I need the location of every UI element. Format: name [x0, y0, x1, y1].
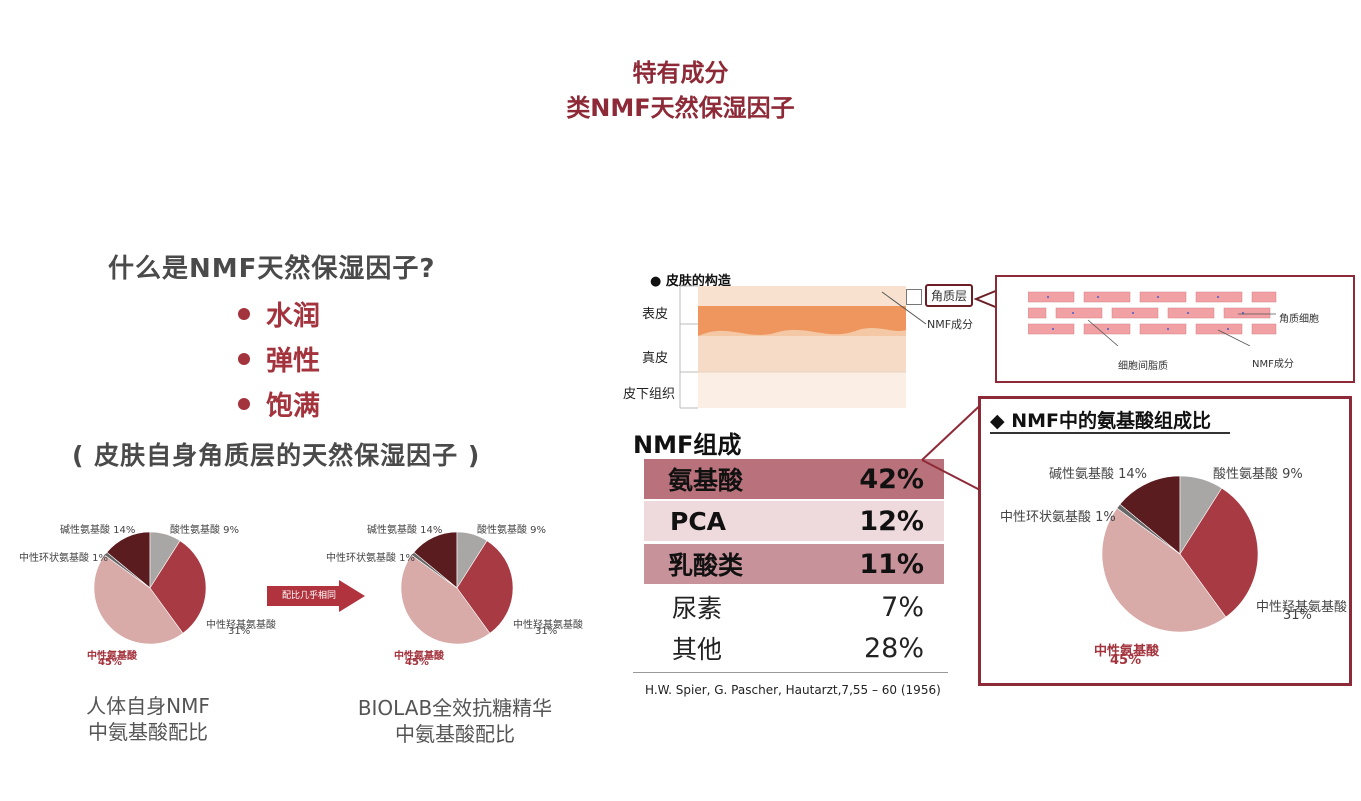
pie-label-hydroxy-pct: 31% [228, 626, 251, 637]
composition-row: 氨基酸 42% [644, 459, 944, 499]
caption-biolab: BIOLAB全效抗糖精华 中氨基酸配比 [357, 696, 553, 746]
amino-acid-pie-chart [1101, 475, 1259, 633]
amino-label-cyclic: 中性环状氨基酸 1% [1000, 510, 1116, 525]
nmf-component-label: NMF成分 [927, 318, 974, 331]
bullet-dot-icon [238, 307, 250, 320]
composition-row: PCA 12% [644, 501, 944, 541]
pie-slice-2 [456, 540, 514, 634]
pie-slice-3 [93, 554, 184, 645]
pie-label-neutral: 中性氨基酸 [394, 651, 444, 662]
pie-label-cyclic: 中性环状氨基酸 1% [326, 553, 416, 564]
pie-label-neutral-pct: 45% [405, 657, 429, 668]
nmf-pointer-line [881, 291, 927, 325]
pie-slice-0 [1119, 475, 1181, 555]
pie-label-hydroxy: 中性羟基氨基酸 [513, 620, 583, 631]
right-arrow-icon [267, 580, 365, 612]
pie-slice-4 [411, 551, 458, 589]
composition-row: 尿素 7% [672, 591, 924, 624]
pie-label-neutral-pct: 45% [98, 657, 122, 668]
amino-label-hydroxy: 中性羟基氨基酸 [1256, 600, 1348, 615]
bullet-dot-icon: ● [650, 274, 666, 289]
pie-slice-4 [104, 551, 151, 589]
layer-epidermis: 表皮 [642, 307, 669, 322]
pie-label-hydroxy: 中性羟基氨基酸 [206, 620, 276, 631]
amino-label-neutral: 中性氨基酸 [1094, 644, 1160, 659]
amino-label-neutral-pct: 45% [1110, 653, 1142, 668]
caption-human: 人体自身NMF 中氨基酸配比 [86, 694, 210, 744]
composition-row: 其他 28% [672, 632, 924, 665]
title-underline [990, 432, 1230, 434]
pie-label-acidic: 酸性氨基酸 9% [170, 525, 240, 536]
layer-dermis: 真皮 [642, 351, 669, 366]
citation: H.W. Spier, G. Pascher, Hautarzt,7,55 – … [645, 683, 941, 697]
pie-slice-2 [1179, 487, 1259, 618]
pie-label-cyclic: 中性环状氨基酸 1% [19, 553, 109, 564]
pie-chart-human [93, 531, 207, 645]
nmf-note: ( 皮肤自身角质层的天然保湿因子 ) [72, 441, 481, 470]
connector-lines [921, 397, 989, 491]
lipid-label: 细胞间脂质 [1118, 361, 1168, 372]
layer-subcutaneous: 皮下组织 [623, 387, 676, 402]
corneocyte-label: 角质细胞 [1279, 314, 1319, 325]
stratum-corneum-callout: 角质层 [925, 284, 974, 307]
amino-box-title: ◆ NMF中的氨基酸组成比 [990, 410, 1212, 432]
benefit-item: 弹性 [238, 339, 320, 378]
pie-slice-3 [400, 554, 491, 645]
pie-slice-4 [1116, 503, 1181, 555]
pie-chart-biolab [400, 531, 514, 645]
pie-slice-3 [1101, 507, 1227, 633]
benefit-item: 水润 [238, 294, 320, 333]
pie-label-acidic: 酸性氨基酸 9% [477, 525, 547, 536]
page-title-line2: 类NMF天然保湿因子 [566, 94, 795, 122]
bullet-dot-icon [238, 397, 250, 410]
amino-label-acidic: 酸性氨基酸 9% [1213, 467, 1303, 482]
nmf-question: 什么是NMF天然保湿因子? [108, 254, 436, 284]
nmf-composition-title: NMF组成 [633, 431, 742, 459]
composition-row: 乳酸类 11% [644, 544, 944, 584]
pie-label-hydroxy-pct: 31% [535, 626, 558, 637]
amino-label-hydroxy-pct: 31% [1283, 608, 1312, 623]
pie-label-neutral: 中性氨基酸 [87, 651, 137, 662]
bullet-dot-icon [238, 352, 250, 365]
amino-label-basic: 碱性氨基酸 14% [1049, 467, 1148, 482]
detail-nmf-label: NMF成分 [1252, 359, 1294, 370]
benefit-item: 饱满 [238, 384, 320, 423]
table-divider [633, 672, 948, 673]
callout-box [906, 289, 922, 305]
page-title-line1: 特有成分 [632, 59, 729, 87]
skin-structure-title: ● 皮肤的构造 [650, 274, 731, 289]
pie-label-basic: 碱性氨基酸 14% [60, 525, 136, 536]
pie-label-basic: 碱性氨基酸 14% [367, 525, 443, 536]
arrow-label: 配比几乎相同 [282, 591, 337, 601]
corneocyte-brick-diagram [1028, 291, 1277, 346]
skin-structure-diagram [679, 285, 906, 409]
pie-slice-2 [149, 540, 207, 634]
